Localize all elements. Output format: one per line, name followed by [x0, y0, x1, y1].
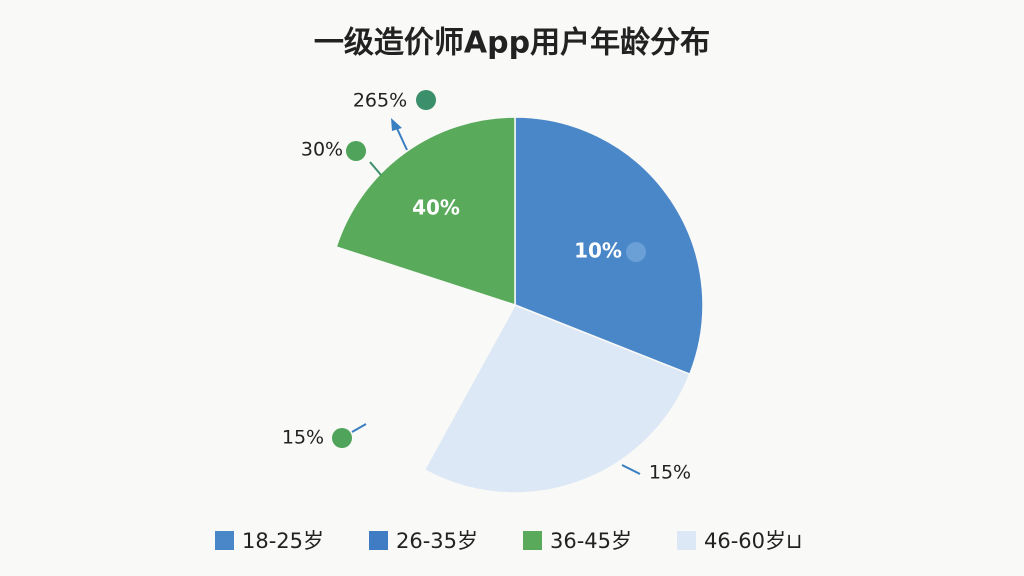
icon	[346, 141, 366, 161]
legend-swatch	[677, 531, 696, 550]
data-label: 10%	[574, 239, 622, 263]
pie	[326, 116, 704, 494]
pie-slice	[335, 116, 516, 307]
legend-swatch	[369, 531, 388, 550]
arrow-head	[391, 118, 402, 131]
legend-label: 18-25岁	[242, 529, 324, 553]
icon	[332, 428, 352, 448]
legend-label: 46-60岁⊔	[704, 529, 802, 553]
data-label: 15%	[649, 462, 691, 484]
pie-slice	[514, 116, 704, 376]
decorations	[332, 90, 646, 475]
arrow	[351, 423, 367, 433]
arrow	[369, 161, 382, 176]
chart-title: 一级造价师App用户年龄分布	[314, 26, 710, 61]
data-label: 40%	[412, 196, 460, 220]
legend-swatch	[215, 531, 234, 550]
pie-slice	[326, 245, 517, 471]
data-label: 30%	[301, 139, 343, 161]
pie-slice	[423, 304, 691, 494]
legend-label: 26-35岁	[396, 529, 478, 553]
legend-label: 36-45岁	[550, 529, 632, 553]
legend: 18-25岁 26-35岁 36-45岁 46-60岁⊔	[215, 529, 802, 553]
icon	[626, 242, 646, 262]
data-label: 265%	[353, 90, 407, 112]
annotations: 10% 40% 265% 30% 15% 15%	[282, 90, 691, 484]
data-label: 15%	[282, 427, 324, 449]
legend-swatch	[523, 531, 542, 550]
arrow	[621, 464, 641, 475]
icon	[416, 90, 436, 110]
